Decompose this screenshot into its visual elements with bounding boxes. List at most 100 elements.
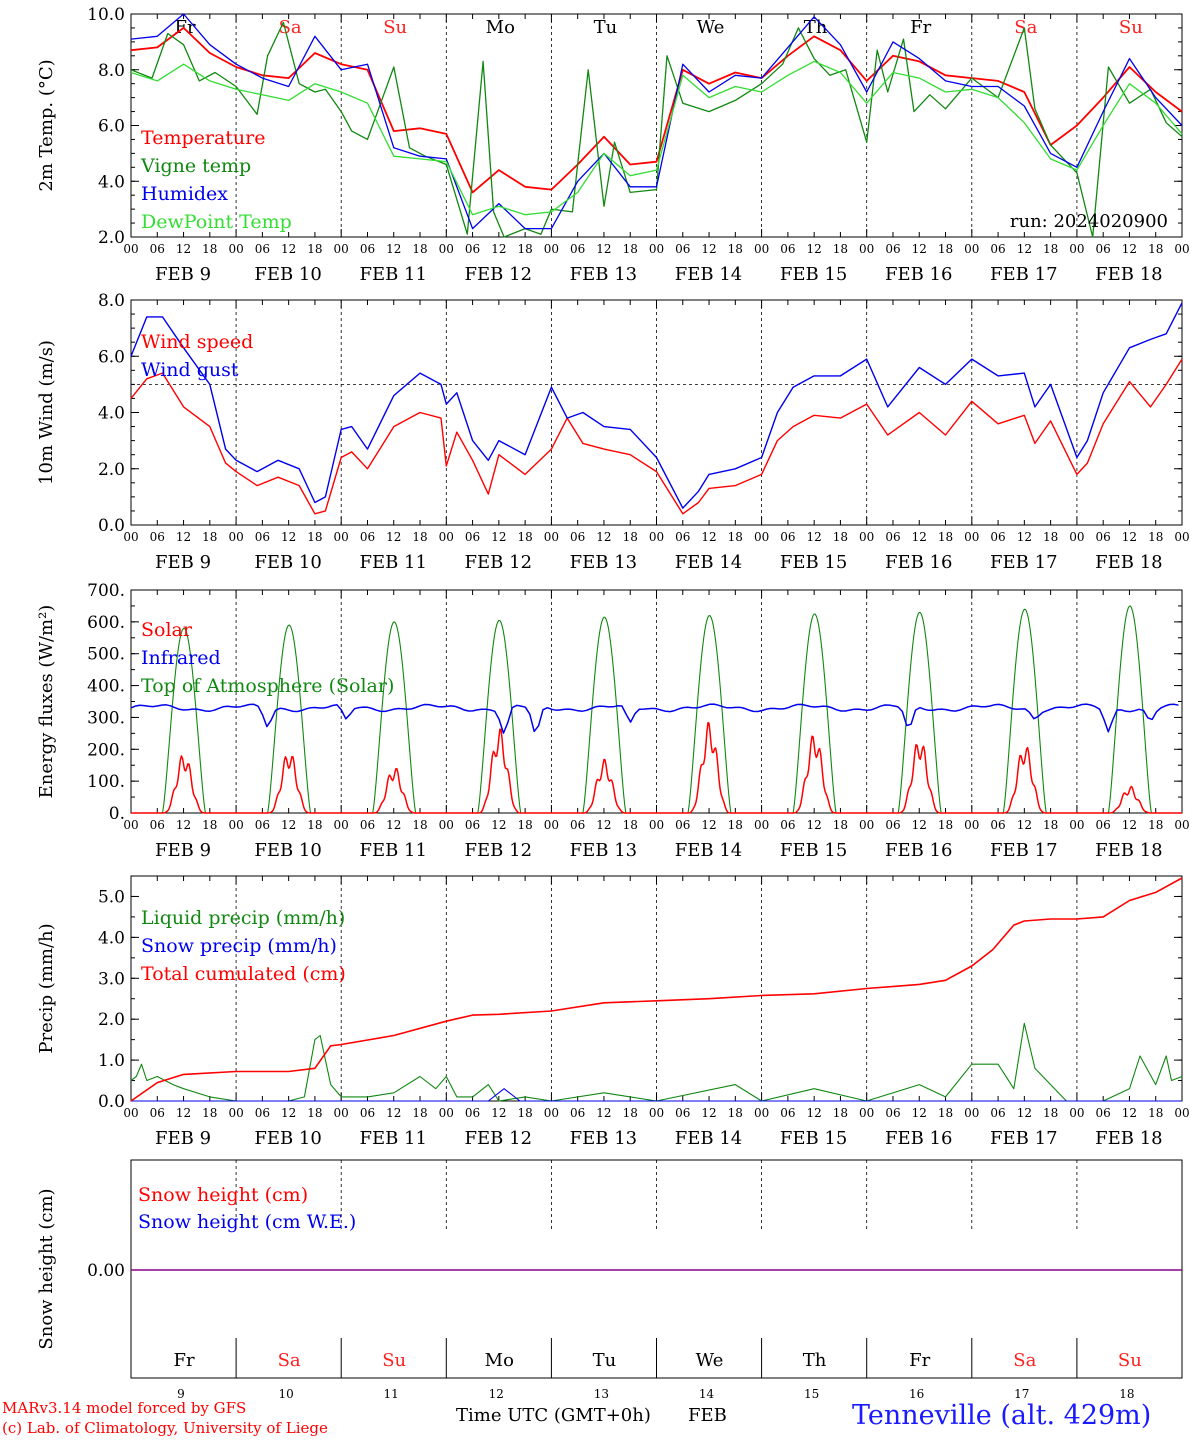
- energy-hour-label: 06: [255, 818, 270, 832]
- energy-hour-label: 12: [912, 818, 927, 832]
- wind-date-label: FEB 11: [359, 552, 426, 573]
- precip-legend-item: Snow precip (mm/h): [141, 935, 337, 957]
- energy-hour-label: 12: [596, 818, 611, 832]
- temp-date-label: FEB 11: [359, 264, 426, 285]
- wind-date-label: FEB 18: [1095, 552, 1162, 573]
- temp-hour-label: 12: [807, 242, 822, 256]
- energy-hour-label: 12: [1122, 818, 1137, 832]
- temp-hour-label: 06: [780, 242, 795, 256]
- temp-date-label: FEB 16: [885, 264, 952, 285]
- energy-ytick-label: 0.: [109, 804, 125, 824]
- wind-hour-label: 18: [623, 530, 638, 544]
- precip-hour-label: 00: [544, 1106, 559, 1120]
- wind-hour-label: 18: [938, 530, 953, 544]
- precip-date-label: FEB 9: [155, 1128, 211, 1149]
- precip-hour-label: 12: [491, 1106, 506, 1120]
- wind-hour-label: 18: [1043, 530, 1058, 544]
- temp-hour-label: 00: [754, 242, 769, 256]
- temp-date-label: FEB 13: [570, 264, 637, 285]
- wind-hour-label: 18: [202, 530, 217, 544]
- snow-day-number: 11: [384, 1387, 399, 1401]
- energy-date-label: FEB 17: [990, 840, 1057, 861]
- precip-ytick-label: 1.0: [98, 1051, 125, 1071]
- wind-hour-label: 12: [176, 530, 191, 544]
- temp-hour-label: 18: [728, 242, 743, 256]
- energy-ytick-label: 300.: [87, 708, 125, 728]
- temp-hour-label: 12: [1122, 242, 1137, 256]
- temp-hour-label: 18: [307, 242, 322, 256]
- snow-day-number: 16: [909, 1387, 924, 1401]
- wind-date-label: FEB 15: [780, 552, 847, 573]
- snow-legend-item: Snow height (cm): [138, 1184, 308, 1206]
- energy-hour-label: 12: [386, 818, 401, 832]
- wind-hour-label: 00: [123, 530, 138, 544]
- temp-hour-label: 18: [1148, 242, 1163, 256]
- model-credit: MARv3.14 model forced by GFS: [2, 1399, 247, 1417]
- energy-hour-label: 18: [833, 818, 848, 832]
- wind-hour-label: 06: [360, 530, 375, 544]
- energy-date-label: FEB 12: [465, 840, 532, 861]
- temp-hour-label: 12: [491, 242, 506, 256]
- energy-hour-label: 06: [1096, 818, 1111, 832]
- precip-date-label: FEB 18: [1095, 1128, 1162, 1149]
- precip-hour-label: 00: [334, 1106, 349, 1120]
- precip-hour-label: 00: [754, 1106, 769, 1120]
- snow-ylabel: Snow height (cm): [36, 1188, 57, 1349]
- snow-weekday-label: Th: [803, 1350, 827, 1371]
- temp-hour-label: 00: [1069, 242, 1084, 256]
- temp-legend-item: Vigne temp: [140, 155, 251, 177]
- precip-ytick-label: 5.0: [98, 887, 125, 907]
- precip-hour-label: 12: [386, 1106, 401, 1120]
- wind-hour-label: 12: [491, 530, 506, 544]
- temp-weekday-label: Fr: [910, 17, 931, 38]
- wind-ytick-label: 8.0: [98, 291, 125, 311]
- energy-date-label: FEB 15: [780, 840, 847, 861]
- wind-hour-label: 00: [544, 530, 559, 544]
- temp-hour-label: 00: [544, 242, 559, 256]
- energy-hour-label: 18: [412, 818, 427, 832]
- temp-series-temperature: [130, 26, 1183, 194]
- precip-hour-label: 18: [202, 1106, 217, 1120]
- wind-hour-label: 06: [150, 530, 165, 544]
- snow-weekday-label: Sa: [1013, 1350, 1036, 1371]
- energy-date-label: FEB 18: [1095, 840, 1162, 861]
- precip-hour-label: 00: [123, 1106, 138, 1120]
- precip-legend-item: Total cumulated (cm): [141, 963, 346, 985]
- temp-ylabel: 2m Temp. (°C): [36, 59, 57, 191]
- energy-hour-label: 12: [176, 818, 191, 832]
- energy-ytick-label: 100.: [87, 772, 125, 792]
- precip-date-label: FEB 13: [570, 1128, 637, 1149]
- precip-hour-label: 12: [596, 1106, 611, 1120]
- energy-series-infrared: [130, 703, 1179, 734]
- precip-hour-label: 18: [1148, 1106, 1163, 1120]
- wind-hour-label: 00: [649, 530, 664, 544]
- temp-hour-label: 00: [859, 242, 874, 256]
- temp-weekday-label: Su: [383, 17, 407, 38]
- temp-weekday-label: Fr: [174, 17, 195, 38]
- energy-hour-label: 18: [623, 818, 638, 832]
- precip-hour-label: 12: [807, 1106, 822, 1120]
- precip-hour-label: 18: [517, 1106, 532, 1120]
- energy-hour-label: 12: [701, 818, 716, 832]
- energy-hour-label: 06: [570, 818, 585, 832]
- temp-series-vigne-temp: [130, 21, 1183, 238]
- energy-hour-label: 18: [728, 818, 743, 832]
- wind-hour-label: 18: [728, 530, 743, 544]
- snow-ytick-label: 0.00: [87, 1261, 125, 1281]
- x-axis-title: Time UTC (GMT+0h): [456, 1405, 651, 1426]
- precip-hour-label: 06: [675, 1106, 690, 1120]
- temp-hour-label: 18: [517, 242, 532, 256]
- wind-hour-label: 06: [780, 530, 795, 544]
- precip-date-label: FEB 17: [990, 1128, 1057, 1149]
- temp-hour-label: 06: [885, 242, 900, 256]
- temp-hour-label: 12: [281, 242, 296, 256]
- energy-date-label: FEB 10: [254, 840, 321, 861]
- wind-ytick-label: 0.0: [98, 516, 125, 536]
- temp-hour-label: 00: [439, 242, 454, 256]
- wind-hour-label: 00: [1174, 530, 1189, 544]
- lab-credit: (c) Lab. of Climatology, University of L…: [2, 1419, 328, 1437]
- wind-series-wind-gust: [130, 302, 1183, 509]
- wind-hour-label: 12: [596, 530, 611, 544]
- precip-hour-label: 06: [570, 1106, 585, 1120]
- energy-hour-label: 18: [202, 818, 217, 832]
